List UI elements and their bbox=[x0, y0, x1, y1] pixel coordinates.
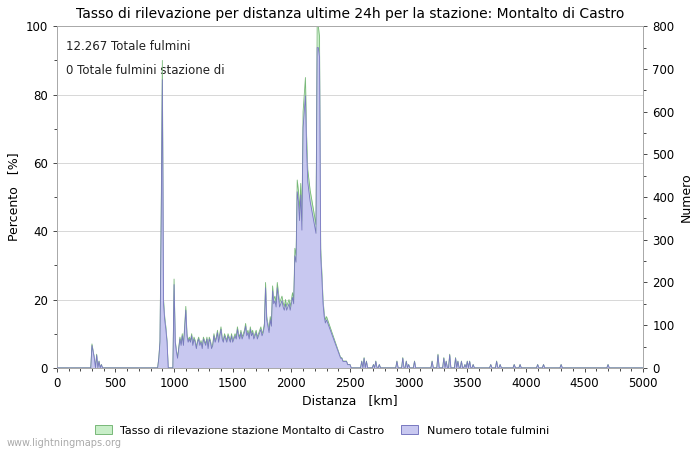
Text: 0 Totale fulmini stazione di: 0 Totale fulmini stazione di bbox=[66, 64, 224, 77]
Title: Tasso di rilevazione per distanza ultime 24h per la stazione: Montalto di Castro: Tasso di rilevazione per distanza ultime… bbox=[76, 7, 624, 21]
Y-axis label: Numero: Numero bbox=[680, 172, 693, 222]
Text: www.lightningmaps.org: www.lightningmaps.org bbox=[7, 438, 122, 448]
Text: 12.267 Totale fulmini: 12.267 Totale fulmini bbox=[66, 40, 190, 53]
Legend: Tasso di rilevazione stazione Montalto di Castro, Numero totale fulmini: Tasso di rilevazione stazione Montalto d… bbox=[90, 421, 554, 440]
X-axis label: Distanza   [km]: Distanza [km] bbox=[302, 394, 398, 407]
Y-axis label: Percento   [%]: Percento [%] bbox=[7, 153, 20, 241]
